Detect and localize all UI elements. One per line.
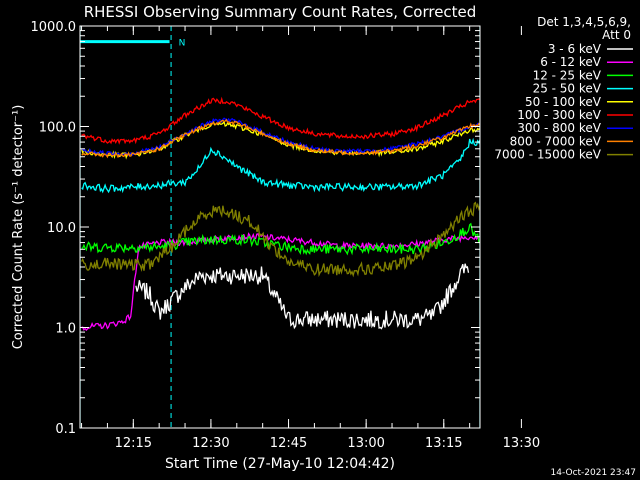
series-0 bbox=[135, 263, 470, 330]
legend-label-4: 50 - 100 keV bbox=[525, 95, 602, 109]
series-3 bbox=[81, 137, 480, 194]
x-tick-label-5: 13:30 bbox=[503, 436, 540, 451]
legend-label-8: 7000 - 15000 keV bbox=[494, 148, 601, 162]
legend-label-7: 800 - 7000 keV bbox=[510, 134, 602, 148]
x-axis-label: Start Time (27-May-10 12:04:42) bbox=[165, 456, 395, 472]
y-tick-label-2: 10.0 bbox=[47, 221, 76, 236]
series-line-3 bbox=[81, 137, 480, 194]
plot-inner: N bbox=[80, 26, 480, 428]
series-line-7 bbox=[81, 118, 480, 159]
legend-header-line-2: Att 0 bbox=[602, 28, 631, 42]
x-tick-label-4: 13:15 bbox=[425, 436, 462, 451]
timestamp: 14-Oct-2021 23:47 bbox=[551, 468, 636, 478]
x-tick-label-0: 12:15 bbox=[115, 436, 152, 451]
annotation-0: N bbox=[179, 39, 186, 49]
series-line-0 bbox=[135, 263, 470, 330]
legend-label-6: 300 - 800 keV bbox=[517, 121, 601, 135]
series-line-2 bbox=[81, 222, 480, 256]
axes: 0.1 1.0 10.0 100.0 1000.0 12:15 12:30 12:45 13:0… bbox=[31, 20, 541, 451]
legend-label-5: 100 - 300 keV bbox=[517, 108, 601, 122]
series-line-8 bbox=[81, 201, 480, 278]
x-tick-label-3: 13:00 bbox=[347, 436, 384, 451]
legend-label-2: 12 - 25 keV bbox=[533, 68, 602, 82]
series-line-5 bbox=[81, 96, 480, 145]
series-8 bbox=[81, 201, 480, 278]
series-7 bbox=[81, 118, 480, 159]
legend-header-line-1: Det 1,3,4,5,6,9, bbox=[537, 15, 631, 29]
y-tick-label-4: 1000.0 bbox=[31, 20, 77, 35]
series-2 bbox=[81, 222, 480, 256]
y-tick-label-0: 0.1 bbox=[55, 422, 76, 437]
y-axis-label: Corrected Count Rate (s⁻¹ detector⁻¹) bbox=[11, 105, 26, 350]
chart-title: RHESSI Observing Summary Count Rates, Co… bbox=[84, 3, 477, 21]
legend-label-1: 6 - 12 keV bbox=[540, 55, 602, 69]
series-line-1 bbox=[81, 232, 480, 332]
plot-area: N bbox=[80, 26, 480, 428]
legend-label-0: 3 - 6 keV bbox=[548, 42, 602, 56]
y-tick-label-1: 1.0 bbox=[55, 322, 76, 337]
x-tick-label-1: 12:30 bbox=[192, 436, 229, 451]
series-5 bbox=[81, 96, 480, 145]
x-tick-label-2: 12:45 bbox=[270, 436, 307, 451]
y-tick-label-3: 100.0 bbox=[39, 121, 76, 136]
series-1 bbox=[81, 232, 480, 332]
legend-label-3: 25 - 50 keV bbox=[533, 82, 602, 96]
